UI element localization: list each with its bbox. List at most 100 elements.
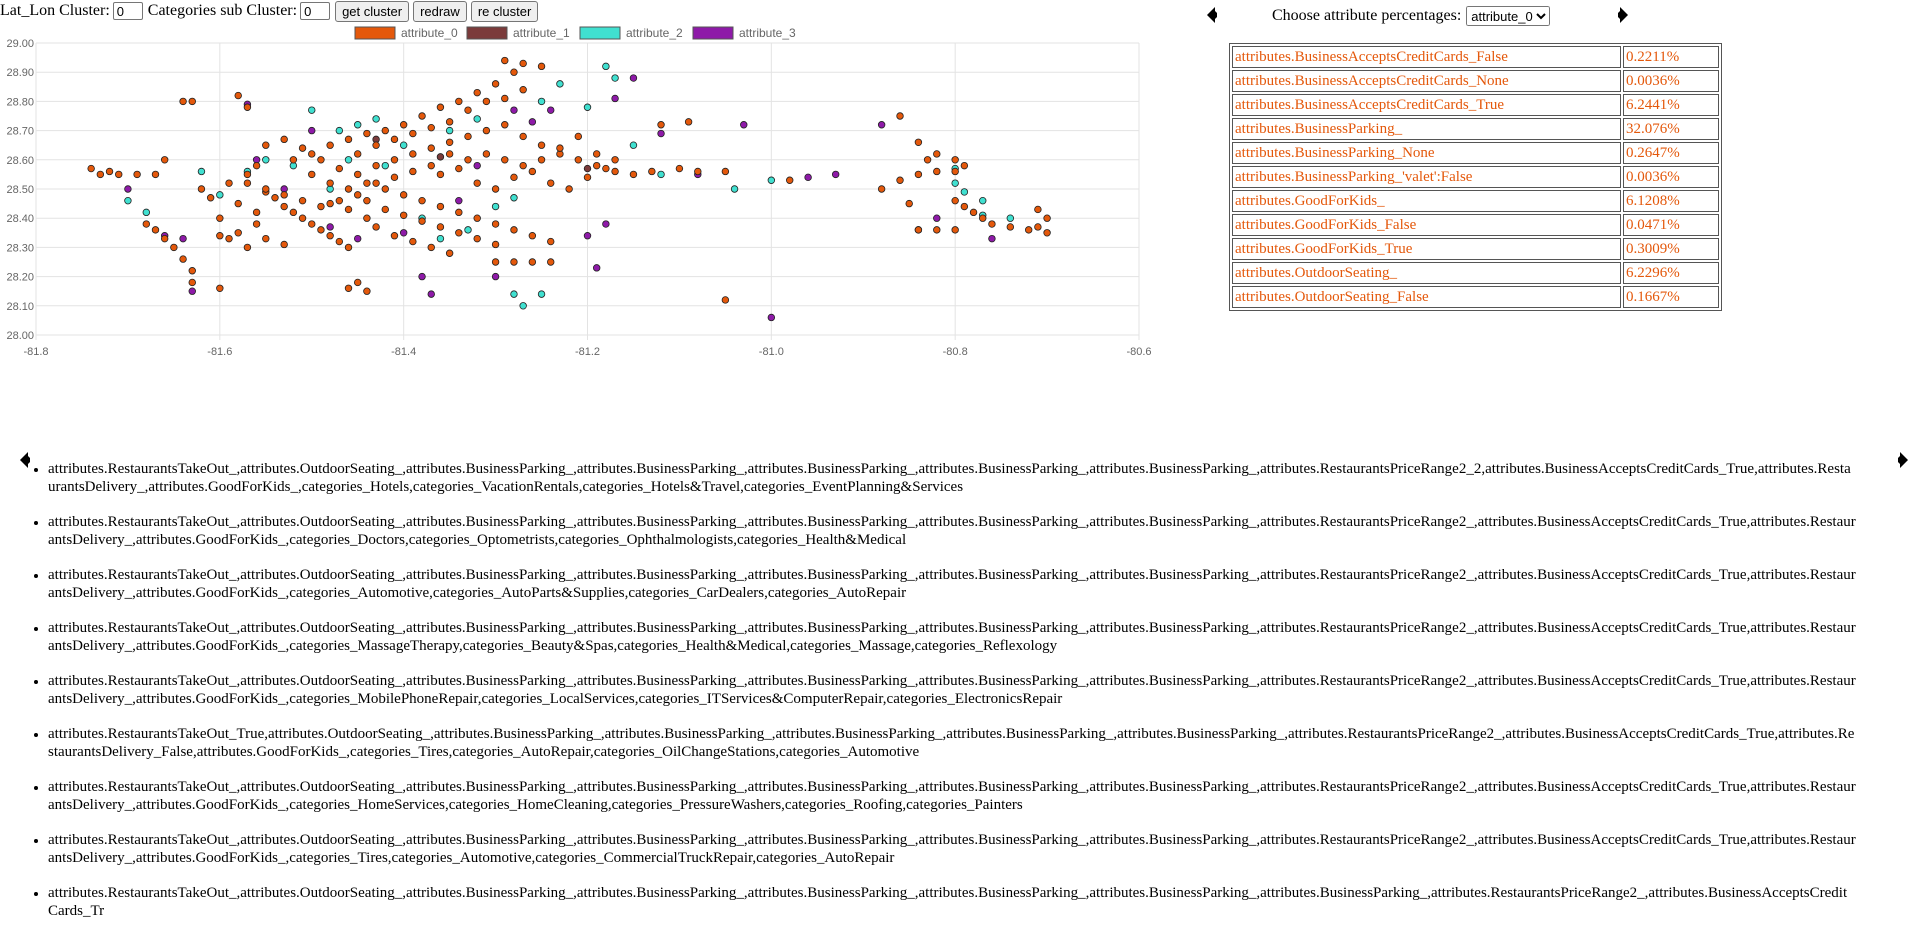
attr-prev-icon[interactable] — [1207, 7, 1223, 23]
get-cluster-button[interactable]: get cluster — [335, 0, 410, 22]
attribute-row: attributes.GoodForKids_False 0.0471% — [1232, 214, 1719, 236]
scatter-point — [308, 106, 316, 114]
attribute-row: attributes.OutdoorSeating_ 6.2296% — [1232, 262, 1719, 284]
scatter-point — [354, 150, 362, 158]
scatter-point — [308, 170, 316, 179]
scatter-point — [390, 135, 399, 144]
scatter-point — [629, 170, 638, 179]
categories-subcluster-input[interactable] — [300, 2, 331, 20]
scatter-point — [602, 164, 610, 173]
scatter-point — [896, 176, 904, 184]
scatter-point — [464, 156, 472, 164]
scatter-point — [611, 94, 619, 103]
scatter-point — [363, 214, 371, 222]
scatter-point — [537, 141, 546, 149]
scatter-point — [354, 191, 362, 199]
scatter-point — [592, 161, 601, 170]
scatter-point — [877, 121, 886, 129]
attribute-percent-cell: 0.2647% — [1623, 142, 1719, 164]
legend-item[interactable]: attribute_0 — [354, 26, 458, 40]
attribute-selector-label: Choose attribute percentages: — [1272, 7, 1462, 24]
scatter-point — [767, 313, 776, 322]
list-prev-icon[interactable] — [20, 452, 36, 468]
y-tick-label: 28.90 — [6, 67, 34, 79]
legend-item[interactable]: attribute_1 — [466, 26, 570, 40]
attribute-select[interactable]: attribute_0 — [1466, 6, 1551, 26]
scatter-point — [115, 170, 123, 179]
scatter-point — [262, 185, 270, 193]
y-tick-label: 28.10 — [6, 301, 34, 313]
scatter-point — [684, 118, 693, 126]
attribute-percent-cell: 0.0036% — [1623, 70, 1719, 92]
scatter-point — [1006, 214, 1015, 222]
attribute-name-cell: attributes.BusinessAcceptsCreditCards_Fa… — [1232, 46, 1621, 68]
scatter-point — [537, 156, 546, 164]
scatter-point — [951, 156, 959, 164]
scatter-point — [170, 243, 178, 252]
scatter-point — [427, 144, 435, 152]
attribute-name-cell: attributes.BusinessAcceptsCreditCards_Tr… — [1232, 94, 1621, 116]
scatter-point — [179, 255, 187, 263]
attr-next-icon[interactable] — [1612, 7, 1628, 23]
scatter-point — [344, 185, 353, 193]
legend-item[interactable]: attribute_2 — [579, 26, 683, 40]
scatter-point — [418, 196, 426, 205]
scatter-point — [399, 141, 408, 149]
scatter-point — [262, 156, 270, 164]
scatter-point — [188, 278, 196, 287]
scatter-point — [923, 156, 932, 164]
scatter-point — [427, 123, 435, 132]
y-tick-label: 28.60 — [6, 155, 34, 167]
recluster-button[interactable]: re cluster — [470, 0, 539, 22]
scatter-point — [491, 80, 500, 88]
scatter-point — [510, 290, 518, 298]
scatter-point — [188, 287, 196, 295]
scatter-point — [390, 232, 399, 240]
scatter-point — [124, 196, 132, 205]
scatter-point — [933, 214, 941, 222]
scatter-point — [372, 115, 380, 123]
scatter-point — [372, 179, 380, 187]
scatter-point — [547, 237, 555, 246]
scatter-point — [721, 167, 730, 176]
attribute-percent-cell: 0.1667% — [1623, 286, 1719, 308]
redraw-button[interactable]: redraw — [413, 0, 467, 22]
scatter-point — [399, 121, 408, 129]
scatter-point — [1043, 229, 1051, 237]
scatter-point — [556, 144, 564, 152]
scatter-point — [482, 126, 491, 135]
scatter-point — [510, 68, 518, 76]
scatter-point — [372, 223, 380, 231]
scatter-point — [363, 179, 371, 187]
attribute-row: attributes.OutdoorSeating_False 0.1667% — [1232, 286, 1719, 308]
scatter-point — [298, 214, 307, 222]
scatter-point — [335, 126, 344, 135]
scatter-point — [399, 191, 408, 199]
scatter-point — [280, 240, 288, 249]
y-tick-label: 29.00 — [6, 38, 34, 50]
scatter-point — [914, 226, 923, 234]
scatter-point — [519, 132, 527, 141]
scatter-point — [592, 150, 601, 158]
legend-item[interactable]: attribute_3 — [692, 26, 796, 40]
y-axis: 28.00 28.10 28.20 28.30 28.40 28.50 28.60 28.70… — [6, 38, 34, 342]
attribute-name-cell: attributes.BusinessParking_None — [1232, 142, 1621, 164]
scatter-point — [335, 196, 344, 205]
y-tick-label: 28.30 — [6, 242, 34, 254]
scatter-point — [409, 129, 417, 138]
scatter-point — [933, 150, 941, 158]
scatter-point — [445, 150, 454, 158]
scatter-point — [381, 185, 389, 193]
scatter-point — [243, 243, 252, 252]
latlon-cluster-input[interactable] — [112, 2, 143, 20]
attribute-percent-cell: 32.076% — [1623, 118, 1719, 140]
chart-legend[interactable]: attribute_0 attribute_1 attribute_2 attribu… — [354, 26, 796, 40]
scatter-point — [951, 196, 959, 205]
list-next-icon[interactable] — [1892, 452, 1908, 468]
scatter-point — [234, 199, 242, 208]
scatter-point — [427, 161, 435, 170]
y-tick-label: 28.00 — [6, 330, 34, 342]
scatter-point — [436, 170, 445, 179]
scatter-point — [317, 156, 325, 164]
scatter-point — [547, 179, 555, 187]
